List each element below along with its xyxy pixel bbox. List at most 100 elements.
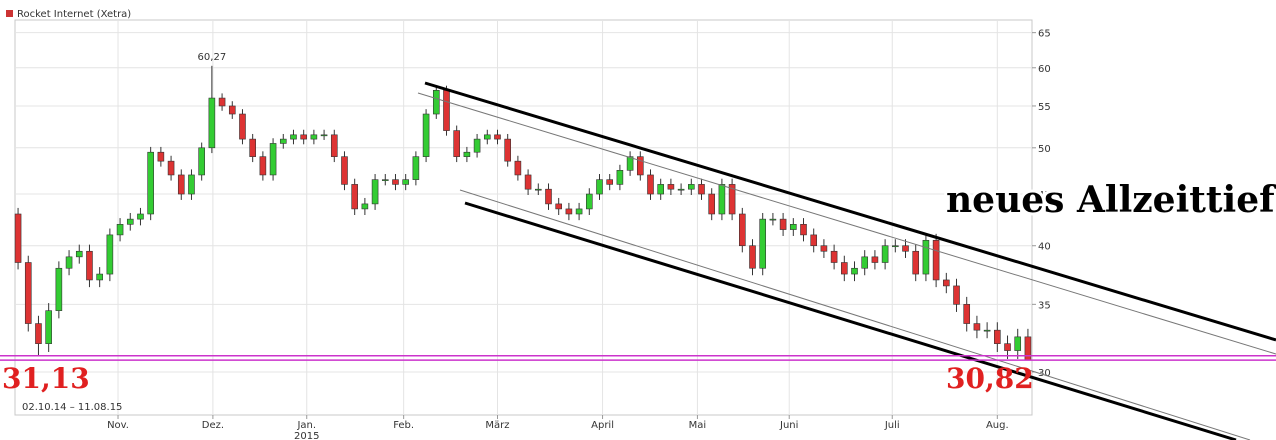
candle-body (463, 151, 471, 157)
candle-body (728, 184, 736, 215)
candle-body (504, 138, 511, 162)
y-tick-label: 50 (1038, 144, 1051, 155)
date-range: 02.10.14 – 11.08.15 (22, 402, 122, 413)
candle-body (524, 174, 532, 190)
candle-body (718, 184, 726, 215)
x-tick-label: Mai (689, 420, 707, 431)
grid: 30 35 40 45 50 55 60 65 Nov. Dez. Jan.2015 Feb. März… (15, 20, 1051, 440)
channel-upper-inner (417, 92, 1276, 355)
y-tick-label: 40 (1038, 242, 1051, 253)
candle-body (708, 193, 716, 215)
candle-body (198, 147, 205, 176)
candle-body (106, 234, 114, 275)
x-tick-label: Feb. (393, 420, 414, 431)
candle-body (239, 113, 246, 140)
candle-body (402, 179, 409, 185)
candle-body (290, 134, 297, 140)
candles (14, 65, 1032, 361)
candle-body (800, 224, 807, 236)
y-tick-label: 65 (1038, 29, 1051, 40)
candle-body (147, 151, 154, 215)
candle-body (871, 256, 879, 263)
candle-body (585, 193, 593, 210)
candle-body (351, 184, 358, 210)
candle-body (851, 267, 858, 275)
candle-body (361, 203, 369, 210)
candle-body (534, 188, 542, 191)
candle-body (596, 179, 603, 195)
candle-body (279, 138, 287, 144)
candle-body (453, 130, 460, 157)
candle-body (820, 245, 828, 252)
candle-body (943, 279, 950, 287)
candle-body (953, 285, 960, 305)
candle-body (208, 97, 216, 149)
candle-body (575, 208, 583, 215)
candle-body (565, 208, 573, 215)
candle-body (1014, 336, 1022, 351)
candle-body (769, 218, 777, 221)
candle-body (973, 323, 981, 331)
candle-body (932, 239, 940, 281)
x-tick-label: Juli (884, 420, 900, 431)
candle-body (698, 184, 705, 195)
candle-body (790, 224, 797, 230)
channel-lower-inner (459, 189, 1251, 440)
candle-body (75, 250, 83, 258)
candle-body (443, 89, 450, 131)
candle-body (157, 151, 165, 162)
candle-body (902, 245, 909, 252)
candle-body (116, 224, 124, 236)
y-tick-label: 45 (1038, 190, 1051, 201)
candle-body (647, 174, 654, 195)
candle-body (392, 179, 399, 185)
candle-body (341, 156, 348, 185)
candle-body (606, 179, 613, 185)
candle-body (841, 262, 848, 275)
candle-body (1024, 336, 1032, 361)
candle-body (45, 310, 52, 344)
candle-body (636, 156, 644, 176)
candle-body (749, 245, 756, 269)
candle-body (657, 184, 664, 195)
candle-body (555, 203, 562, 210)
y-tick-label: 55 (1038, 102, 1051, 113)
candle-body (759, 218, 767, 269)
candle-body (892, 245, 899, 248)
candle-body (14, 213, 22, 263)
x-tick-label: Juni (779, 420, 798, 431)
x-tick-label: Jan. (296, 420, 316, 431)
candle-body (830, 250, 838, 263)
candle-body (35, 323, 42, 344)
candle-body (371, 179, 379, 205)
x-tick-label: Dez. (202, 420, 224, 431)
peak-label: 60,27 (198, 52, 227, 63)
overlay: 31,13 30,82 60,27 (0, 52, 1276, 395)
level-label: 30,82 (946, 362, 1034, 395)
channel-lower (464, 201, 1237, 440)
candle-body (330, 134, 338, 157)
x-tick-label: Aug. (986, 420, 1009, 431)
candle-body (137, 213, 144, 220)
candle-body (1004, 343, 1011, 351)
y-tick-label: 35 (1038, 300, 1051, 311)
candle-body (667, 184, 675, 190)
x-tick-label: Nov. (107, 420, 129, 431)
y-tick-label: 30 (1038, 368, 1051, 379)
candle-body (626, 156, 634, 171)
candle-body (65, 256, 73, 269)
x-tick-label: März (485, 420, 509, 431)
candle-body (861, 256, 869, 269)
candle-body (881, 245, 889, 263)
candle-body (473, 138, 481, 153)
x-tick-label: April (591, 420, 614, 431)
plot-area (14, 19, 1033, 416)
candle-body (616, 170, 624, 185)
candle-body (177, 174, 185, 195)
candle-body (126, 218, 134, 225)
candle-body (249, 138, 256, 157)
legend-label: Rocket Internet (Xetra) (17, 9, 131, 20)
candle-body (96, 273, 103, 281)
